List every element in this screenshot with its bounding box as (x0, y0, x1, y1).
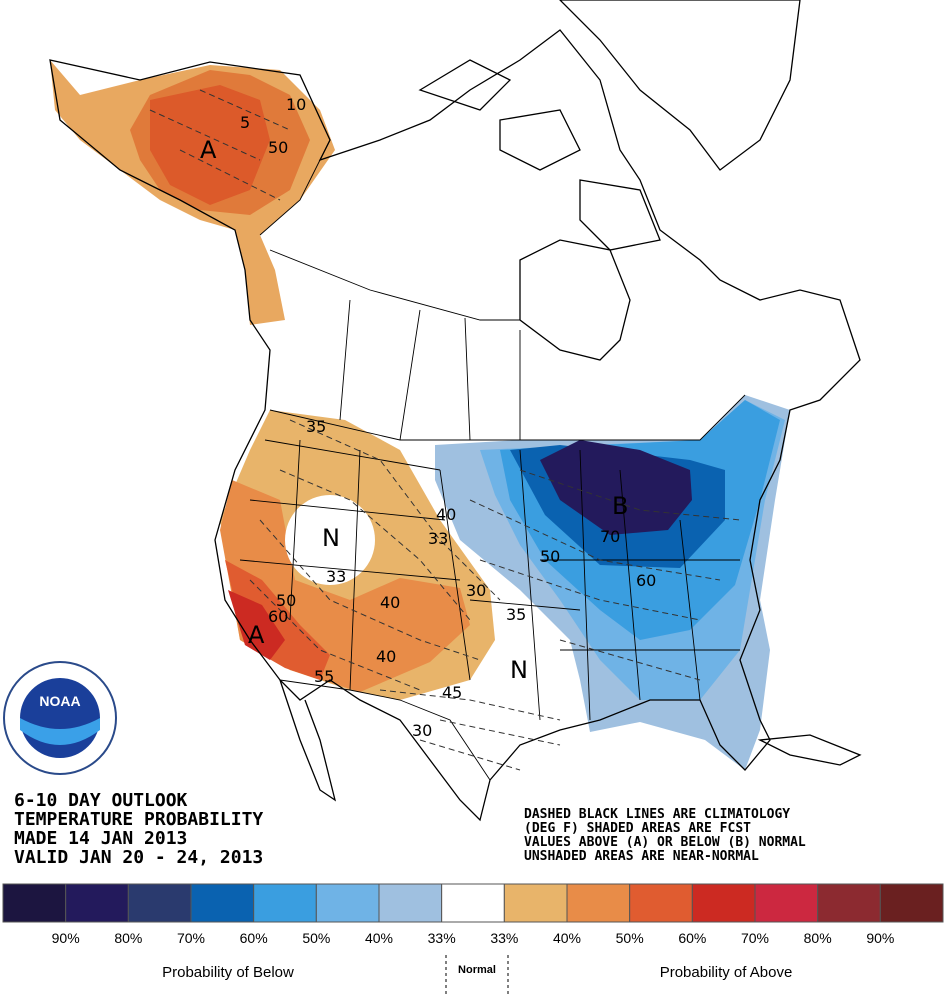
coastline-mexico-baja (279, 679, 337, 802)
legend-label: 40% (365, 930, 393, 946)
legend-label: 60% (240, 930, 268, 946)
map-label: 40 (380, 593, 400, 612)
border-alaska (259, 139, 331, 236)
border-us-mexico (279, 679, 491, 781)
coastline-hudson-bay (519, 239, 631, 361)
legend: 90% 80% 70% 60% 50% 40% 33% 33% 40% 50% 60% 70% 80% 9… (2, 883, 944, 946)
legend-label: 50% (302, 930, 330, 946)
legend-swatch (629, 883, 693, 923)
legend-label: 40% (553, 930, 581, 946)
shade-alaska-red (150, 85, 270, 205)
map-label: A (200, 136, 217, 164)
coastline-cuba (757, 734, 862, 766)
legend-swatch (190, 883, 255, 923)
map-label: N (322, 524, 340, 552)
legend-swatch (754, 883, 819, 923)
legend-label: 80% (114, 930, 142, 946)
shade-west-red (225, 560, 330, 680)
legend-swatch (691, 883, 756, 923)
legend-above: Probability of Above (660, 964, 793, 981)
legend-swatch (566, 883, 631, 923)
coastline-greenland (559, 0, 801, 171)
note-line: DASHED BLACK LINES ARE CLIMATOLOGY (524, 807, 790, 822)
border-canada-us (269, 394, 746, 441)
map-label: 60 (636, 571, 656, 590)
title-line: 6-10 DAY OUTLOOK (14, 790, 188, 811)
legend-label: 70% (177, 930, 205, 946)
map-label: 35 (306, 417, 326, 436)
legend-swatch (879, 883, 944, 923)
legend-label: 50% (616, 930, 644, 946)
legend-swatch (253, 883, 317, 923)
legend-label: 90% (866, 930, 894, 946)
note-line: (DEG F) SHADED AREAS ARE FCST (524, 821, 751, 836)
coastline-arctic-islands (418, 59, 661, 251)
title-line: TEMPERATURE PROBABILITY (14, 809, 263, 830)
map-label: 40 (436, 505, 456, 524)
map-label: N (510, 656, 528, 684)
map-label: 40 (376, 647, 396, 666)
border-states (239, 439, 740, 721)
note-line: UNSHADED AREAS ARE NEAR-NORMAL (524, 849, 759, 864)
shade-west-darkred (228, 590, 285, 660)
map-label: 10 (286, 95, 306, 114)
legend-swatch (2, 883, 67, 923)
map-label: 30 (412, 721, 432, 740)
map-label: 30 (466, 581, 486, 600)
map-label: 50 (276, 591, 296, 610)
legend-swatch (315, 883, 380, 923)
map-label: 50 (540, 547, 560, 566)
map-label: 33 (326, 567, 346, 586)
logo-text: NOAA (39, 693, 80, 709)
map-label: 55 (314, 667, 334, 686)
map-label: A (248, 621, 265, 649)
legend-swatch (378, 883, 443, 923)
title-line: VALID JAN 20 - 24, 2013 (14, 847, 263, 868)
legend-label: 70% (741, 930, 769, 946)
map-label: 45 (442, 683, 462, 702)
map-label: 33 (428, 529, 448, 548)
legend-label: 90% (52, 930, 80, 946)
legend-below: Probability of Below (162, 964, 294, 981)
legend-normal: Normal (458, 964, 496, 976)
legend-label: 33% (428, 930, 456, 946)
map-label: 60 (268, 607, 288, 626)
legend-swatch (65, 883, 129, 923)
noaa-logo: NOAA (3, 661, 117, 775)
note-line: VALUES ABOVE (A) OR BELOW (B) NORMAL (524, 835, 806, 850)
coastline-north-america (49, 29, 861, 822)
climatology-lines (149, 89, 741, 771)
legend-label: 33% (490, 930, 518, 946)
legend-swatch (503, 883, 568, 923)
map-label: 35 (506, 605, 526, 624)
map: A 50 10 5 35 N 33 33 40 50 60 A 40 55 30… (49, 0, 862, 822)
legend-swatch (127, 883, 192, 923)
legend-swatch (441, 883, 505, 923)
border-provinces (269, 249, 521, 441)
shade-west-normal (285, 495, 375, 585)
map-label: B (612, 492, 628, 520)
legend-label: 60% (678, 930, 706, 946)
map-label: 50 (268, 138, 288, 157)
map-label: 70 (600, 527, 620, 546)
legend-label: 80% (804, 930, 832, 946)
legend-swatch (817, 883, 881, 923)
title-line: MADE 14 JAN 2013 (14, 828, 187, 849)
map-label: 5 (240, 113, 250, 132)
